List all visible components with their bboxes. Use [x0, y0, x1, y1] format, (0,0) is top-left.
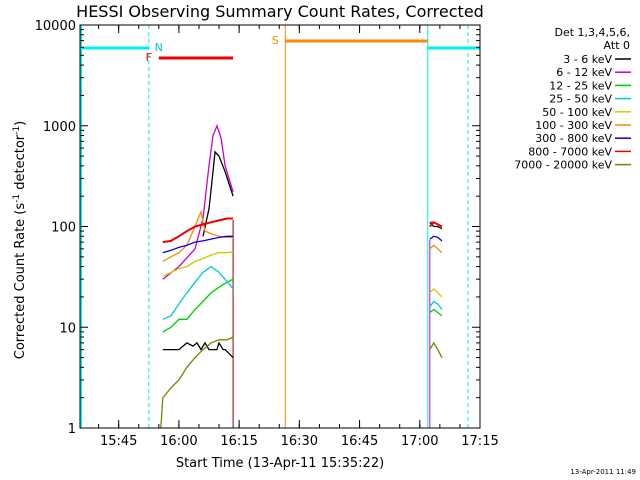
flag-label-f: F [146, 51, 152, 64]
chart-title: HESSI Observing Summary Count Rates, Cor… [76, 2, 484, 21]
y-axis-label-part: detector [13, 134, 28, 194]
series-line-5 [429, 244, 443, 254]
legend-label: 800 - 7000 keV [528, 145, 612, 158]
series-line-4 [429, 287, 443, 298]
legend-label: 25 - 50 keV [549, 93, 612, 106]
series-line-6 [162, 235, 234, 254]
legend-label: 50 - 100 keV [542, 106, 612, 119]
y-tick-label: 1000 [43, 120, 76, 135]
print-timestamp: 13-Apr-2011 11:49 [570, 468, 636, 476]
x-tick-label: 16:30 [281, 434, 318, 449]
x-axis-label: Start Time (13-Apr-11 15:35:22) [176, 456, 384, 471]
series-line-2 [429, 308, 443, 317]
series-line-2 [162, 278, 234, 333]
y-tick-label: 1 [68, 422, 76, 437]
plot-frame [79, 24, 481, 429]
series-line-0 [202, 150, 234, 237]
x-tick-label: 15:45 [100, 434, 137, 449]
legend-label: 100 - 300 keV [535, 119, 612, 132]
series-line-8 [429, 341, 443, 358]
x-tick-label: 17:15 [461, 434, 498, 449]
series-line-1 [162, 123, 234, 280]
series-line-7 [162, 217, 234, 244]
series-line-0 [162, 341, 234, 359]
x-tick-label: 17:00 [401, 434, 438, 449]
y-tick-label: 10 [59, 321, 76, 336]
y-tick-label: 100 [51, 221, 76, 236]
series-line-7 [429, 221, 443, 228]
series-line-3 [162, 265, 234, 320]
flag-label-s: S [272, 34, 279, 47]
legend-label: 300 - 800 keV [535, 132, 612, 145]
series-line-3 [429, 300, 443, 310]
series-line-6 [429, 235, 443, 242]
y-axis-label-part: Corrected Count Rate (s [13, 203, 28, 360]
x-tick-label: 16:00 [160, 434, 197, 449]
legend-header-line: Att 0 [604, 39, 630, 52]
y-axis-label-sup: -1 [12, 194, 22, 203]
x-tick-label: 16:15 [220, 434, 257, 449]
legend-label: 3 - 6 keV [563, 53, 612, 66]
x-tick-label: 16:45 [341, 434, 378, 449]
legend-label: 7000 - 20000 keV [514, 159, 612, 172]
svg-text:Corrected Count Rate (s-1 dete: Corrected Count Rate (s-1 detector-1) [12, 121, 28, 359]
series-line-4 [162, 251, 234, 277]
flag-label-n: N [155, 41, 163, 54]
legend-label: 6 - 12 keV [556, 66, 612, 79]
y-axis-label-sup: -1 [12, 126, 22, 135]
y-axis-label-part: ) [13, 121, 28, 126]
series-line-8 [160, 336, 234, 429]
y-axis-label: Corrected Count Rate (s-1 detector-1) [12, 121, 28, 359]
legend-label: 12 - 25 keV [549, 79, 612, 92]
y-tick-label: 10000 [35, 19, 76, 34]
legend-header-line: Det 1,3,4,5,6, [554, 26, 630, 39]
